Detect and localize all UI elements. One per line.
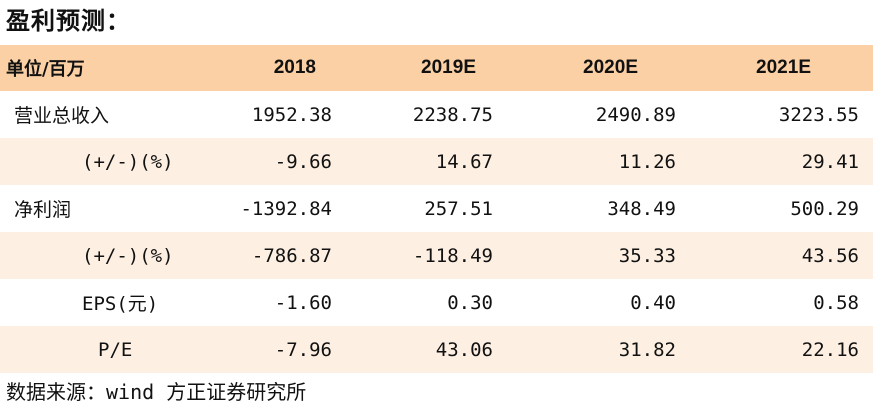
table-cell: 2238.75 xyxy=(412,103,493,126)
table-cell: 257.51 xyxy=(424,197,493,220)
table-cell: -1392.84 xyxy=(240,197,332,220)
table-row-eps: EPS(元) -1.60 0.30 0.40 0.58 xyxy=(0,279,873,326)
table-row-revenue: 营业总收入 1952.38 2238.75 2490.89 3223.55 xyxy=(0,91,873,138)
table-cell: 0.30 xyxy=(447,291,493,314)
table-cell: -118.49 xyxy=(412,244,493,267)
table-cell: 43.06 xyxy=(435,338,493,361)
table-cell: 35.33 xyxy=(618,244,676,267)
table-row-net-profit: 净利润 -1392.84 257.51 348.49 500.29 xyxy=(0,185,873,232)
table-cell: -1.60 xyxy=(274,291,332,314)
table-cell: 348.49 xyxy=(607,197,676,220)
table-cell: 2490.89 xyxy=(595,103,676,126)
table-cell: 43.56 xyxy=(801,244,859,267)
table-cell: 14.67 xyxy=(435,150,493,173)
table-row-revenue-growth: (+/-)(%) -9.66 14.67 11.26 29.41 xyxy=(0,138,873,185)
table-cell: 29.41 xyxy=(801,150,859,173)
row-label: 营业总收入 xyxy=(14,105,110,127)
row-label: EPS(元) xyxy=(82,293,159,315)
year-header-2019e: 2019E xyxy=(421,57,476,78)
table-cell: 500.29 xyxy=(790,197,859,220)
row-label: P/E xyxy=(98,338,133,361)
data-source-note: 数据来源：wind 方正证券研究所 xyxy=(6,380,307,404)
table-cell: -9.66 xyxy=(274,150,332,173)
table-cell: 0.40 xyxy=(630,291,676,314)
table-cell: 31.82 xyxy=(618,338,676,361)
table-cell: 3223.55 xyxy=(778,103,859,126)
year-header-2018: 2018 xyxy=(273,57,316,78)
table-row-pe: P/E -7.96 43.06 31.82 22.16 xyxy=(0,326,873,373)
row-label: (+/-)(%) xyxy=(82,244,174,267)
table-cell: -786.87 xyxy=(251,244,332,267)
table-cell: 1952.38 xyxy=(251,103,332,126)
earnings-forecast-table: 单位/百万 2018 2019E 2020E 2021E 营业总收入 1952.… xyxy=(0,45,873,373)
row-label: (+/-)(%) xyxy=(82,150,174,173)
table-cell: 11.26 xyxy=(618,150,676,173)
row-label: 净利润 xyxy=(14,199,72,221)
table-row-net-profit-growth: (+/-)(%) -786.87 -118.49 35.33 43.56 xyxy=(0,232,873,279)
year-header-2021e: 2021E xyxy=(756,57,811,78)
table-cell: 22.16 xyxy=(801,338,859,361)
table-cell: -7.96 xyxy=(274,338,332,361)
year-header-2020e: 2020E xyxy=(583,57,638,78)
page-title: 盈利预测： xyxy=(6,6,131,35)
table-header-row: 单位/百万 2018 2019E 2020E 2021E xyxy=(0,45,873,91)
table-cell: 0.58 xyxy=(813,291,859,314)
unit-header: 单位/百万 xyxy=(6,59,85,80)
